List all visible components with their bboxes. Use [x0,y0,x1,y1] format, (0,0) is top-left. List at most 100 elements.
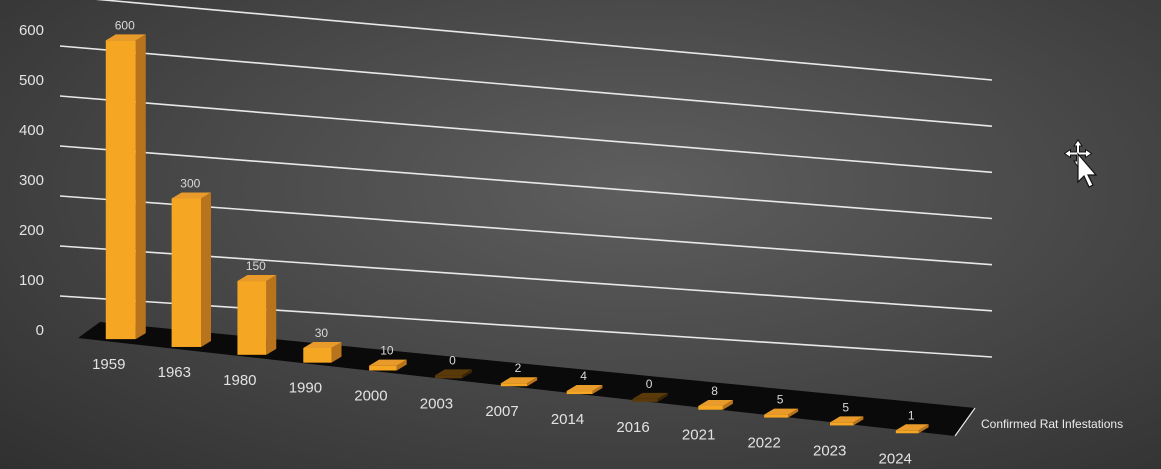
bar-front [829,422,854,426]
x-tick-label: 2023 [813,442,846,459]
data-label: 300 [180,176,200,190]
bar-top [895,424,929,431]
gridline [59,245,993,312]
bar-side [331,341,342,363]
depth-axis-line [954,407,976,437]
data-label: 10 [380,344,394,358]
bar-side [657,392,668,402]
y-tick-label: 200 [19,222,44,239]
data-label: 30 [315,326,329,340]
bar-top [105,34,146,41]
data-label: 4 [580,369,587,383]
gridline [95,0,993,81]
bar-front [566,391,593,395]
bar-top [303,341,342,348]
gridline [59,95,993,174]
bar-side [592,385,603,395]
bar: 1 [895,408,929,434]
bar-top [237,275,277,282]
bar: 2 [500,361,538,387]
data-label: 150 [246,259,266,273]
x-tick-label: 2016 [616,419,649,436]
bar: 0 [434,353,472,379]
y-tick-label: 600 [19,22,44,39]
bar-top [434,369,472,376]
bar: 5 [764,393,799,418]
x-tick-label: 2003 [420,395,453,412]
bar-front [303,347,332,363]
y-tick-label: 300 [19,172,44,189]
gridline [59,295,993,358]
x-axis: 1959 1963 1980 1990 2000 2003 2007 2014 2016 2021… [92,356,912,467]
bar-side [396,359,407,371]
bar: 5 [829,400,864,426]
x-tick-label: 2024 [879,450,912,467]
gridline [59,45,993,127]
data-label: 1 [908,408,915,422]
bars: 600 300 150 30 10 0 2 4 0 8 5 5 1 [105,18,929,434]
series-axis-label: Confirmed Rat Infestations [981,417,1123,431]
bar-top [500,377,538,384]
bar: 150 [237,259,277,355]
gridlines [59,0,993,358]
bar-top [171,192,212,199]
y-tick-label: 400 [19,122,44,139]
bar-front [237,281,267,355]
bar: 30 [303,326,342,363]
bar-front [895,430,919,434]
bar-side [788,408,799,418]
bar-front [171,198,202,347]
bar-top [566,385,603,392]
data-label: 0 [449,353,456,367]
bar-side [461,369,472,379]
data-label: 2 [515,361,522,375]
bar-side [722,399,733,410]
y-tick-label: 100 [19,272,44,289]
x-tick-label: 2007 [485,403,518,420]
data-label: 5 [842,400,849,414]
bar-top [698,399,733,406]
bar: 300 [171,176,212,347]
bar-top [369,359,407,366]
gridline [59,195,993,266]
data-label: 5 [777,393,784,407]
gridline [59,145,993,220]
data-label: 8 [711,384,718,398]
bar-side [266,275,277,355]
y-axis: 0 100 200 300 400 500 600 [19,22,44,339]
data-label: 600 [115,18,135,32]
bar-front [698,405,723,410]
x-tick-label: 1963 [158,364,191,381]
bar: 8 [698,384,733,410]
bar-side [918,424,929,434]
bar-side [853,416,864,426]
move-cursor-icon [1063,139,1098,188]
x-tick-label: 2014 [551,411,584,428]
bar-top [632,392,668,399]
bar: 0 [632,377,668,402]
y-tick-label: 500 [19,72,44,89]
bar-front [369,365,397,371]
x-tick-label: 1990 [289,380,322,397]
bar: 10 [369,344,407,371]
x-tick-label: 1959 [92,356,125,373]
bar-side [527,377,538,387]
data-label: 0 [646,377,653,391]
bar-side [201,192,212,347]
bar-front [764,414,789,418]
x-tick-label: 2000 [354,388,387,405]
bar: 4 [566,369,603,395]
bar-side [135,34,146,340]
x-tick-label: 1980 [223,372,256,389]
x-tick-label: 2022 [747,435,780,452]
bar-front [105,40,136,340]
bar-front [500,383,528,387]
bar-top [829,416,864,423]
bar-top [764,408,799,415]
bar-front [632,398,658,402]
x-tick-label: 2021 [682,427,715,444]
y-tick-label: 0 [36,322,44,339]
bar-front [434,375,462,379]
bar: 600 [105,18,146,340]
